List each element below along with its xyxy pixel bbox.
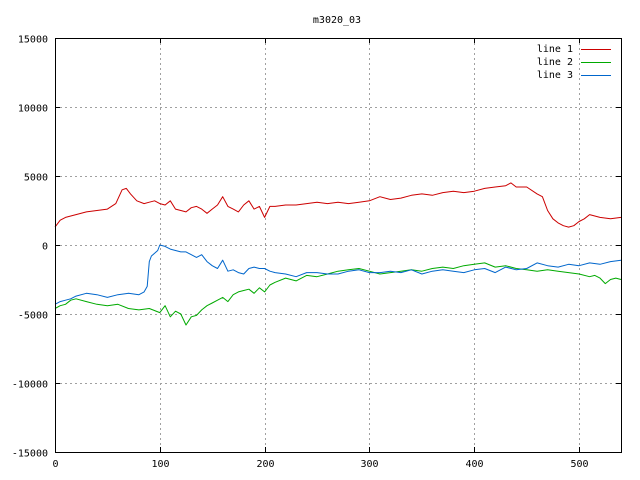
x-tick-label: 300 (360, 459, 378, 470)
y-tick-label: -5000 (18, 311, 48, 322)
x-tick-label: 200 (256, 459, 274, 470)
series-line-3 (54, 244, 622, 305)
plot-series (54, 182, 622, 326)
plot-frame (55, 38, 622, 453)
x-tick-label: 100 (151, 459, 169, 470)
y-tick-label: 5000 (24, 173, 48, 184)
y-tick-label: -15000 (12, 449, 48, 460)
y-tick-label: 15000 (18, 35, 48, 46)
axis-ticks: 0 100 200 300 400 500 -15000 -10000 -5000 0 5000 10… (12, 35, 621, 470)
x-tick-label: 500 (570, 459, 588, 470)
y-tick-label: 0 (42, 242, 48, 253)
x-tick-label: 400 (465, 459, 483, 470)
legend-label-2: line 2 (537, 57, 573, 68)
y-tick-label: 10000 (18, 104, 48, 115)
grid (55, 38, 621, 452)
chart-title: m3020_03 (313, 15, 361, 26)
series-line-1 (54, 182, 622, 228)
y-tick-label: -10000 (12, 380, 48, 391)
series-line-2 (54, 262, 622, 326)
x-tick-label: 0 (52, 459, 58, 470)
legend-label-1: line 1 (537, 44, 573, 55)
legend-label-3: line 3 (537, 70, 573, 81)
legend: line 1 line 2 line 3 (537, 44, 611, 81)
